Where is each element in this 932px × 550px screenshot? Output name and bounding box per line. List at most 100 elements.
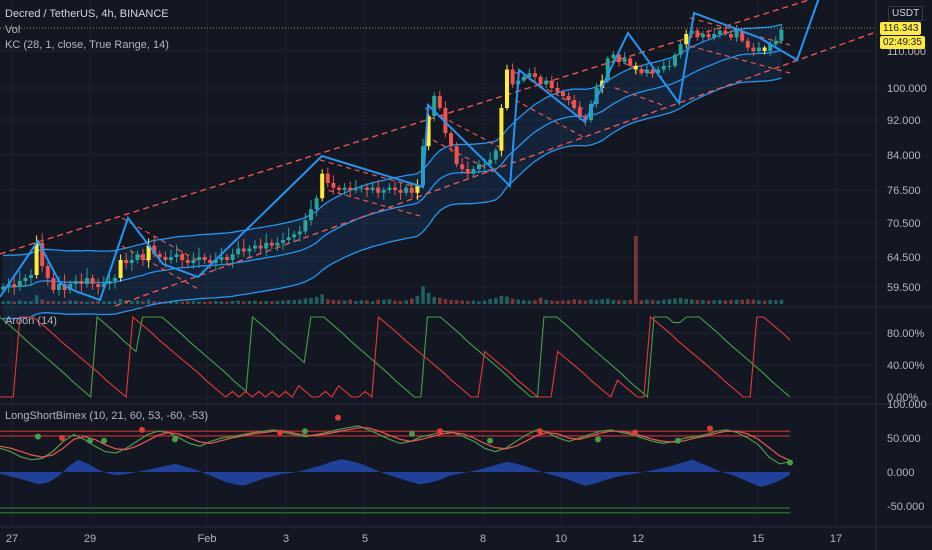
candle-body (471, 169, 476, 174)
volume-bar (309, 297, 313, 304)
lsb-tick-label: 50.000 (887, 433, 921, 445)
volume-bar (460, 300, 464, 304)
candle-body (527, 73, 532, 77)
volume-bar (146, 299, 151, 304)
lsb-signal-dot (302, 428, 308, 435)
candle-body (421, 146, 425, 186)
time-tick-label: 15 (752, 533, 764, 545)
candle-body (533, 73, 537, 77)
volume-bar (594, 300, 599, 304)
candle-body (521, 76, 526, 81)
time-tick-label: 29 (84, 533, 96, 545)
volume-bar (438, 297, 442, 304)
grid-lines (0, 0, 876, 526)
volume-bar (107, 301, 112, 304)
candle-body (219, 257, 224, 260)
volume-bar (135, 300, 140, 304)
candle-body (113, 278, 117, 281)
candle-body (695, 30, 700, 38)
volume-bar (62, 301, 67, 304)
volume-bar (690, 299, 694, 304)
candle-body (241, 248, 246, 252)
volume-bar (275, 300, 280, 304)
candle-body (96, 284, 101, 287)
symbol-title[interactable]: Decred / TetherUS, 4h, BINANCE (5, 8, 169, 20)
candle-body (286, 237, 291, 240)
mini-channel-line (514, 99, 586, 139)
volume-bar (639, 300, 644, 304)
volume-bar (572, 299, 576, 304)
currency-label[interactable]: USDT (888, 6, 924, 21)
candle-body (320, 173, 325, 199)
time-tick-label: 3 (283, 533, 289, 545)
volume-bar (611, 299, 616, 304)
volume-bar (662, 299, 666, 304)
volume-bar (566, 300, 571, 304)
candle-body (264, 242, 269, 249)
volume-bar (320, 294, 324, 304)
volume-bar (488, 298, 492, 304)
volume-bar (617, 300, 621, 304)
lsb-tick-label: -50.000 (887, 501, 924, 513)
volume-bar (90, 301, 95, 304)
time-axis[interactable]: 27 29 Feb 3 5 8 10 12 15 17 (6, 533, 842, 545)
candle-body (17, 281, 22, 287)
candle-body (275, 242, 280, 246)
candle-body (124, 260, 129, 263)
keltner-legend[interactable]: KC (28, 1, close, True Range, 14) (5, 39, 169, 51)
lsb-legend[interactable]: LongShortBimex (10, 21, 60, 53, -60, -53… (5, 410, 209, 422)
time-tick-label: 17 (830, 533, 842, 545)
zigzag-overlay (0, 0, 820, 302)
candle-body (303, 220, 308, 232)
candle-body (174, 254, 179, 257)
aroon-tick-label: 80.00% (887, 328, 925, 340)
volume-bar (191, 300, 196, 304)
lsb-signal-dot (277, 429, 283, 436)
candle-body (152, 245, 157, 255)
candle-body (684, 34, 689, 45)
candle-body (589, 104, 593, 120)
volume-bar (432, 296, 436, 304)
candle-body (622, 58, 627, 63)
volume-bar (348, 299, 352, 304)
candle-body (337, 187, 341, 190)
price-axis[interactable]: 100.000 92.000 84.000 76.500 70.500 64.500 59.… (0, 27, 927, 513)
volume-bar (522, 300, 526, 304)
lsb-signal-dot (707, 425, 713, 432)
candle-body (325, 173, 330, 183)
volume-bar (359, 300, 364, 304)
volume-bar (197, 301, 201, 304)
candle-body (572, 100, 577, 108)
candle-body (129, 260, 134, 263)
candle-body (661, 65, 666, 70)
bar-countdown-tag: 02:49:35 (880, 36, 925, 49)
aroon-legend[interactable]: Aroon (14) (5, 315, 57, 327)
candle-body (729, 34, 733, 38)
volume-bar (505, 296, 509, 304)
volume-bar (186, 301, 190, 304)
volume-bar (102, 301, 106, 304)
volume-bar (326, 299, 330, 304)
lsb-signal-dot (87, 437, 93, 444)
volume-bar (482, 300, 487, 304)
volume-bar (376, 299, 380, 304)
volume-bar (706, 300, 711, 304)
volume-bar (740, 299, 744, 304)
price-tick-label: 76.500 (887, 185, 921, 197)
candle-body (611, 54, 616, 59)
lsb-signal-dot (409, 430, 415, 437)
candle-body (443, 108, 448, 134)
volume-bar (454, 300, 459, 304)
price-tick-label: 100.000 (887, 83, 927, 95)
lsb-signal-dot (172, 436, 178, 443)
volume-legend[interactable]: Vol (5, 24, 21, 36)
volume-bar (600, 299, 604, 304)
volume-bar (1, 301, 5, 304)
volume-bar (561, 300, 565, 304)
candle-body (90, 278, 95, 284)
candle-body (645, 69, 649, 74)
candle-body (460, 164, 465, 169)
candle-body (437, 96, 442, 108)
